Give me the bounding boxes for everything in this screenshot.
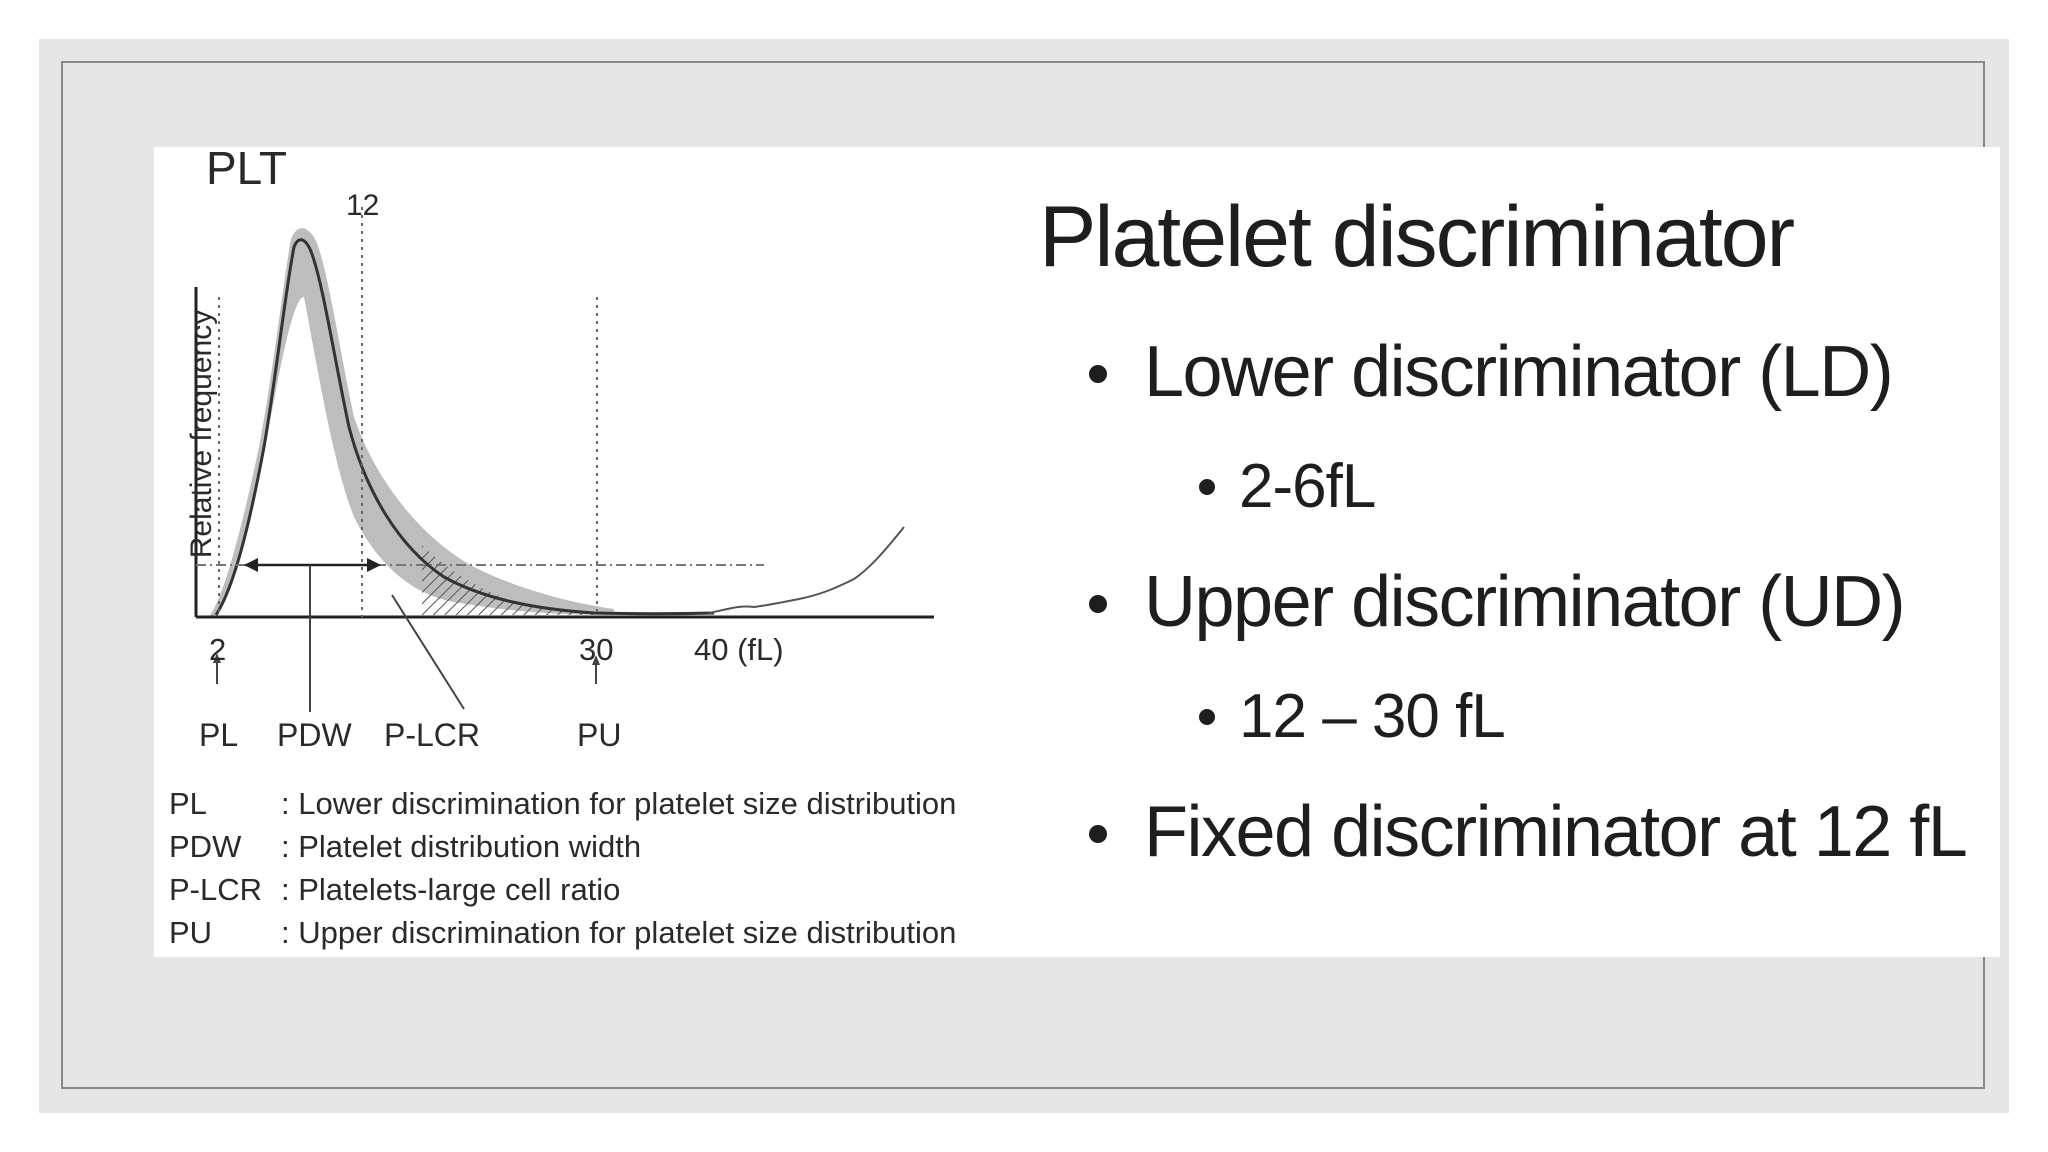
bullet-text: Fixed discriminator at 12 fL: [1144, 792, 1968, 872]
legend-desc: : Platelets-large cell ratio: [281, 872, 621, 907]
slide: PLT 12 Relative frequency 2 30 40 (fL) P…: [154, 142, 2000, 957]
x-tick-2: 2: [209, 632, 227, 667]
legend-desc: : Upper discrimination for platelet size…: [281, 915, 957, 950]
legend-desc: : Platelet distribution width: [281, 829, 642, 864]
legend-abbr: PDW: [169, 829, 242, 864]
sub-bullet-item: 2-6fL: [1039, 427, 1999, 547]
chart-title: PLT: [206, 142, 287, 194]
bullet-text: Upper discriminator (UD): [1144, 562, 1906, 642]
legend-abbr: PU: [169, 915, 213, 950]
platelet-histogram-diagram: PLT 12 Relative frequency 2 30 40 (fL) P…: [154, 142, 1054, 957]
legend-row: P-LCR : Platelets-large cell ratio: [169, 868, 956, 911]
bullet-item: Fixed discriminator at 12 fL: [1039, 777, 1999, 887]
p-lcr-hatched-area: [422, 545, 604, 615]
bullet-text: 12 – 30 fL: [1239, 682, 1506, 751]
x-tick-40: 40 (fL): [694, 632, 784, 667]
legend-row: PDW : Platelet distribution width: [169, 825, 956, 868]
legend: PL : Lower discrimination for platelet si…: [169, 782, 956, 954]
marker-pu: PU: [577, 717, 622, 753]
pdw-arrow-left-head: [244, 558, 258, 572]
y-axis-label: Relative frequency: [185, 309, 218, 559]
bullet-text: Lower discriminator (LD): [1144, 332, 1894, 412]
legend-desc: : Lower discrimination for platelet size…: [281, 786, 957, 821]
pl-pointer-head: [213, 653, 221, 663]
tail-curve: [708, 526, 905, 614]
bullet-text: 2-6fL: [1239, 452, 1376, 521]
sub-bullet-item: 12 – 30 fL: [1039, 657, 1999, 777]
distribution-band: [209, 228, 614, 617]
bullet-item: Lower discriminator (LD): [1039, 317, 1999, 427]
pu-pointer-head: [592, 655, 600, 665]
bullet-dot: [1089, 365, 1107, 383]
bullet-dot: [1089, 595, 1107, 613]
bullet-dot: [1089, 825, 1107, 843]
x-tick-30: 30: [579, 632, 614, 667]
page-background: PLT 12 Relative frequency 2 30 40 (fL) P…: [39, 39, 2009, 1113]
bullet-dot: [1199, 479, 1215, 495]
legend-row: PU : Upper discrimination for platelet si…: [169, 911, 956, 954]
legend-row: PL : Lower discrimination for platelet si…: [169, 782, 956, 825]
pdw-arrow-right-head: [367, 558, 381, 572]
p-lcr-pointer-line: [391, 594, 465, 710]
top-tick-label: 12: [346, 189, 380, 222]
marker-pdw: PDW: [277, 717, 352, 753]
marker-pl: PL: [199, 717, 239, 753]
bullet-dot: [1199, 709, 1215, 725]
distribution-curve: [214, 238, 715, 616]
legend-abbr: P-LCR: [169, 872, 263, 907]
bullet-item: Upper discriminator (UD): [1039, 547, 1999, 657]
text-panel: Platelet discriminator Lower discriminat…: [1039, 187, 1999, 887]
histogram-figure: [194, 207, 934, 712]
marker-p-lcr: P-LCR: [384, 717, 481, 753]
slide-heading: Platelet discriminator: [1039, 189, 1795, 285]
legend-abbr: PL: [169, 786, 207, 821]
